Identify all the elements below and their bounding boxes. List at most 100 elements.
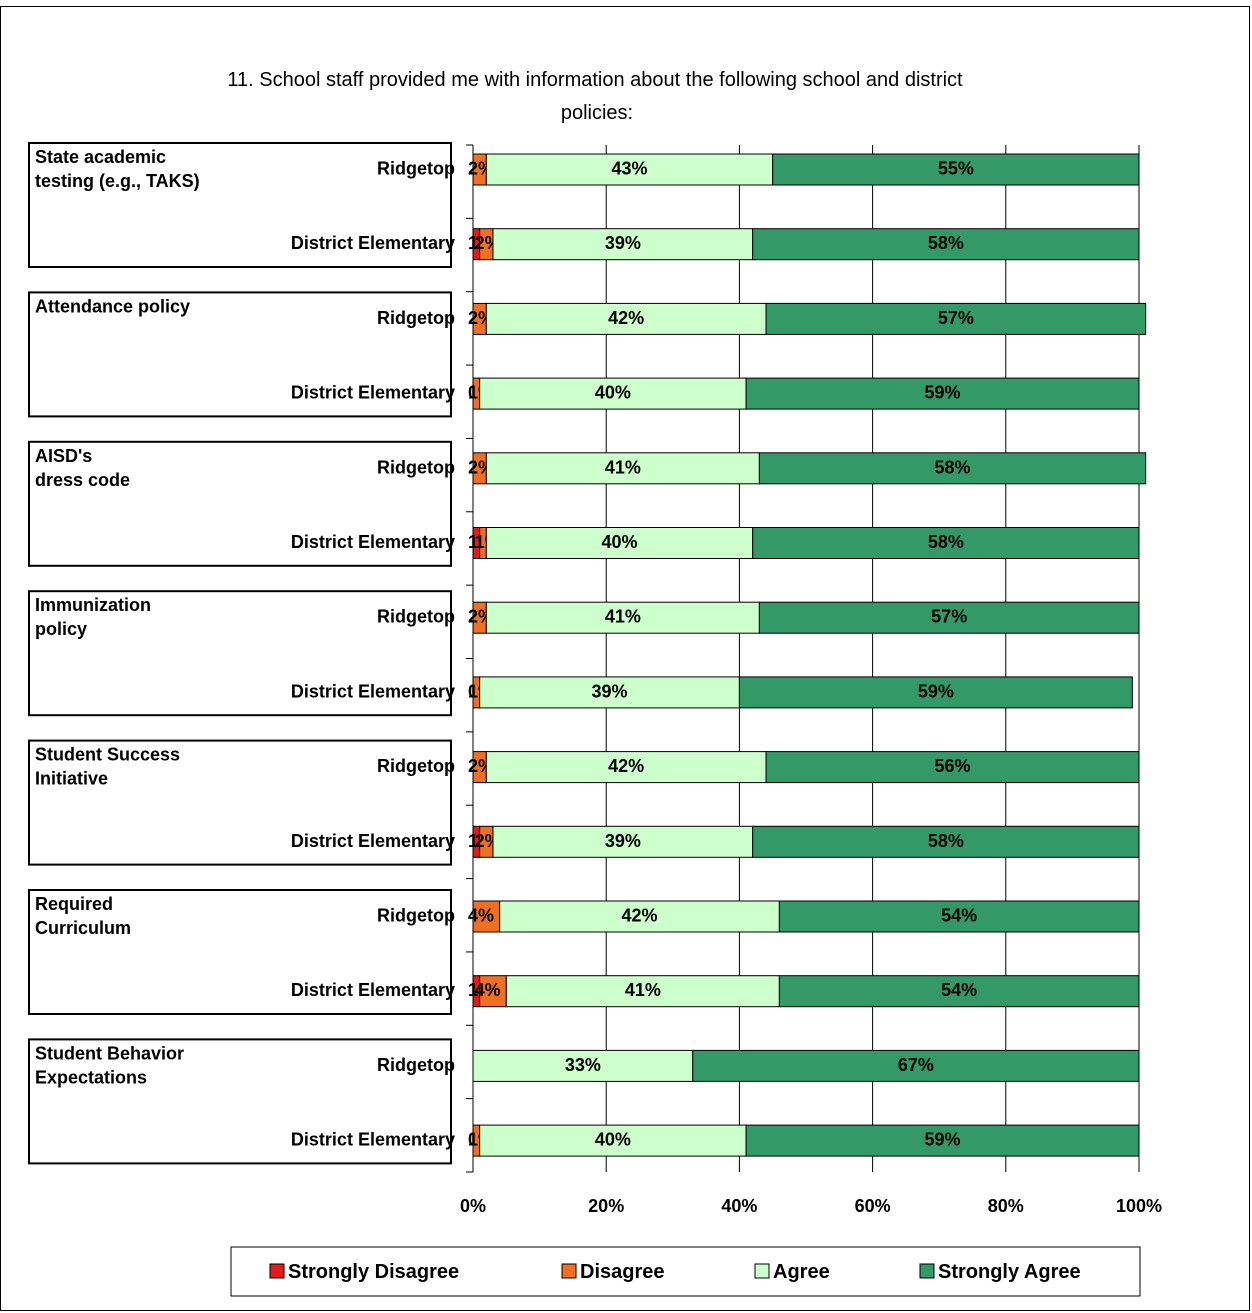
category-box	[28, 1038, 452, 1165]
data-label: 42%	[608, 308, 644, 328]
category-label: State academic	[35, 147, 166, 167]
bar-segment	[772, 153, 1140, 186]
row-label: Ridgetop	[377, 308, 455, 328]
category-label: Immunization	[35, 595, 151, 615]
data-label: 40%	[602, 532, 638, 552]
gridlines	[605, 145, 1140, 1172]
bar-segment	[485, 601, 760, 634]
category-box	[28, 590, 452, 717]
bar-segment	[778, 900, 1140, 933]
category-box	[28, 142, 452, 268]
row-label: District Elementary	[291, 532, 455, 552]
category-label: Student Behavior	[35, 1043, 184, 1063]
row-label: District Elementary	[291, 1130, 455, 1150]
data-label: 54%	[941, 906, 977, 926]
bar-segment	[479, 676, 740, 709]
row-label: District Elementary	[291, 980, 455, 1000]
bar-segment	[492, 228, 754, 261]
bar-segment	[692, 1049, 1140, 1082]
legend-swatch	[269, 1263, 285, 1279]
legend-label: Agree	[773, 1261, 830, 1283]
legend: Strongly Disagree Disagree Agree Strongly A…	[230, 1246, 1141, 1297]
bar-segment	[479, 377, 747, 410]
bar-segment	[752, 527, 1140, 559]
row-label: Ridgetop	[377, 457, 455, 477]
bar-segment	[745, 377, 1140, 410]
row-label: District Elementary	[291, 831, 455, 851]
x-tick-label: 0%	[460, 1196, 486, 1216]
legend-label: Strongly Disagree	[288, 1261, 459, 1283]
data-label: 4%	[468, 906, 494, 926]
row-label: Ridgetop	[377, 756, 455, 776]
data-label: 58%	[928, 532, 964, 552]
bar-segment	[479, 975, 507, 1008]
data-label: 33%	[565, 1055, 601, 1075]
category-label: Attendance policy	[35, 296, 190, 316]
chart-title-line-2: policies:	[561, 102, 633, 124]
bar-segment	[745, 1124, 1140, 1157]
bar-segment	[752, 228, 1140, 261]
x-tick-label: 20%	[588, 1196, 624, 1216]
category-label: Student Success	[35, 745, 180, 765]
data-label: 58%	[935, 457, 971, 477]
legend-label: Disagree	[580, 1261, 665, 1283]
row-label: Ridgetop	[377, 159, 455, 179]
legend-label: Strongly Agree	[938, 1261, 1081, 1283]
data-label: 40%	[595, 1130, 631, 1150]
bar-segment	[758, 601, 1140, 634]
data-label: 41%	[625, 980, 661, 1000]
data-label: 58%	[928, 831, 964, 851]
bar-segment	[765, 751, 1140, 784]
bar-segment	[778, 975, 1140, 1008]
data-label: 41%	[605, 457, 641, 477]
bar-segment	[738, 676, 1133, 709]
chart-title-line-1: 11. School staff provided me with inform…	[227, 69, 963, 91]
category-box	[28, 739, 452, 866]
category-label: Required	[35, 894, 113, 914]
data-label: 4%	[475, 980, 501, 1000]
x-tick-label: 60%	[855, 1196, 891, 1216]
data-label: 58%	[928, 233, 964, 253]
category-boxes: State academic testing (e.g., TAKS) Ridget…	[28, 142, 455, 1165]
bar-segment	[472, 900, 501, 933]
row-label: Ridgetop	[377, 906, 455, 926]
category-label: Expectations	[35, 1067, 147, 1087]
category-label: dress code	[35, 470, 130, 490]
row-label: Ridgetop	[377, 1055, 455, 1075]
x-axis: 0% 20% 40% 60% 80% 100%	[460, 144, 1162, 1216]
data-label: 42%	[608, 756, 644, 776]
data-label: 56%	[935, 756, 971, 776]
data-label: 41%	[605, 607, 641, 627]
row-label: Ridgetop	[377, 607, 455, 627]
x-tick-label: 80%	[988, 1196, 1024, 1216]
x-tick-label: 40%	[721, 1196, 757, 1216]
data-label: 42%	[621, 906, 657, 926]
category-label: testing (e.g., TAKS)	[35, 171, 200, 191]
chart-frame	[0, 6, 1250, 1311]
row-label: District Elementary	[291, 681, 455, 701]
data-label: 39%	[605, 233, 641, 253]
legend-swatch	[919, 1263, 935, 1279]
bars: 2%43%55%1%2%39%58%2%42%57%0%1%40%59%2%41…	[468, 153, 1147, 1157]
row-label: District Elementary	[291, 383, 455, 403]
data-label: 57%	[938, 308, 974, 328]
data-label: 59%	[925, 1130, 961, 1150]
bar-segment	[499, 900, 780, 933]
data-label: 40%	[595, 383, 631, 403]
data-label: 54%	[941, 980, 977, 1000]
data-label: 39%	[605, 831, 641, 851]
x-tick-label: 100%	[1116, 1196, 1162, 1216]
data-label: 43%	[611, 159, 647, 179]
data-label: 59%	[918, 681, 954, 701]
bar-segment	[485, 452, 760, 485]
bar-segment	[758, 452, 1147, 485]
category-box	[28, 440, 452, 567]
legend-box	[230, 1246, 1141, 1297]
data-label: 67%	[898, 1055, 934, 1075]
category-label: AISD's	[35, 446, 92, 466]
data-label: 39%	[592, 681, 628, 701]
category-box	[28, 889, 452, 1015]
data-label: 57%	[931, 607, 967, 627]
bar-segment	[485, 302, 767, 335]
